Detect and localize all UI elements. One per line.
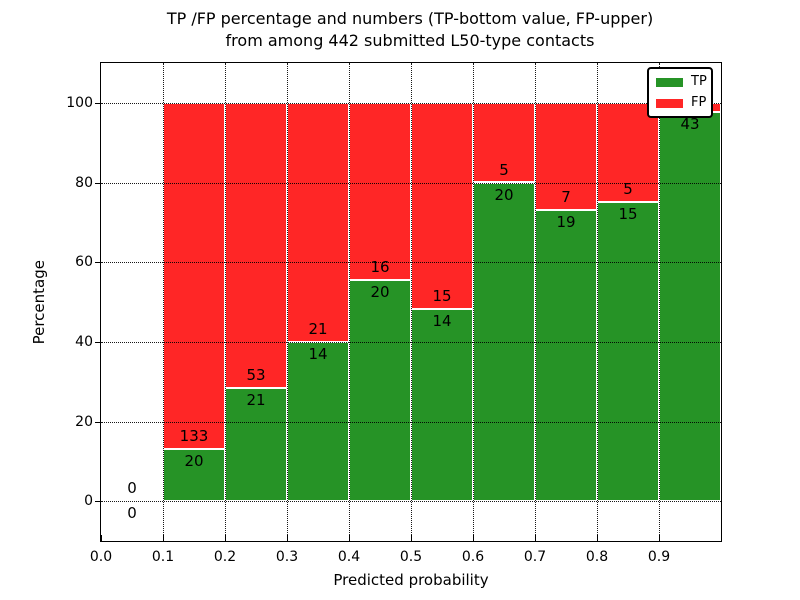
x-tick-label: 0.2 [213,549,237,565]
x-gridline [225,63,226,541]
fp-count-label: 21 [308,319,328,338]
x-gridline [163,63,164,541]
tp-count-label: 21 [246,391,266,410]
fp-count-label: 5 [499,160,509,179]
tp-count-label: 43 [680,114,700,133]
x-tick-label: 0.3 [275,549,299,565]
y-axis-label: Percentage [30,259,48,345]
y-tick-label: 40 [75,333,93,350]
y-tick-mark [95,102,101,104]
fp-count-label: 15 [432,286,452,305]
tp-count-label: 14 [432,311,452,330]
x-tick-label: 0.5 [399,549,423,565]
chart-title-line1: TP /FP percentage and numbers (TP-bottom… [166,9,654,28]
chart-title: TP /FP percentage and numbers (TP-bottom… [100,8,720,52]
legend: TP FP [647,67,713,118]
x-tick-label: 0.8 [585,549,609,565]
x-gridline [349,63,350,541]
tp-bar-segment [163,449,225,502]
x-gridline [597,63,598,541]
tp-count-label: 14 [308,344,328,363]
y-tick-label: 60 [75,254,93,271]
tp-count-label: 20 [370,282,390,301]
tp-count-label: 19 [556,213,576,232]
chart-title-line2: from among 442 submitted L50-type contac… [225,31,595,50]
x-tick-label: 0.6 [461,549,485,565]
y-tick-label: 80 [75,174,93,191]
x-tick-mark [101,535,102,541]
tp-bar-segment [411,308,473,502]
x-gridline [473,63,474,541]
x-gridline [411,63,412,541]
x-axis-label: Predicted probability [333,571,489,589]
fp-bar-segment [349,102,411,280]
fp-bar-segment [535,102,597,211]
tp-legend-swatch [656,77,683,87]
y-tick-mark [95,182,101,184]
tp-count-label: 15 [618,205,638,224]
legend-entry-tp: TP [656,74,707,89]
fp-bar-segment [163,102,225,450]
fp-count-label: 53 [246,366,266,385]
y-tick-mark [95,501,101,503]
tp-count-label: 0 [127,504,137,523]
y-axis-label-wrap: Percentage [29,63,49,541]
y-tick-mark [95,421,101,423]
tp-bar-segment [535,210,597,502]
x-gridline [535,63,536,541]
fp-count-label: 16 [370,257,390,276]
fp-bar-segment [225,102,287,389]
fp-bar-segment [473,102,535,183]
fp-count-label: 7 [561,188,571,207]
fp-count-label: 133 [179,427,209,446]
y-tick-label: 20 [75,413,93,430]
tp-count-label: 20 [494,185,514,204]
tp-legend-label: TP [691,74,707,89]
fp-bar-segment [287,102,349,342]
fp-legend-swatch [656,98,683,108]
x-tick-label: 0.1 [151,549,175,565]
fp-count-label: 0 [127,479,137,498]
y-tick-mark [95,341,101,343]
y-tick-mark [95,262,101,264]
plot-area: Percentage Predicted probability 0 0 133 20… [30,62,722,589]
x-tick-label: 0.0 [89,549,113,565]
fp-legend-label: FP [691,95,707,110]
y-tick-label: 0 [84,493,93,510]
x-gridline [287,63,288,541]
tp-bar-segment [597,202,659,502]
tp-bar-segment [349,279,411,502]
tp-bar-segment [659,111,721,502]
tp-count-label: 20 [184,452,204,471]
x-tick-label: 0.4 [337,549,361,565]
y-tick-label: 100 [66,94,93,111]
x-gridline [659,63,660,541]
x-tick-label: 0.9 [647,549,671,565]
x-tick-label: 0.7 [523,549,547,565]
fp-count-label: 5 [623,180,633,199]
fp-bar-segment [411,102,473,309]
legend-entry-fp: FP [656,95,707,110]
